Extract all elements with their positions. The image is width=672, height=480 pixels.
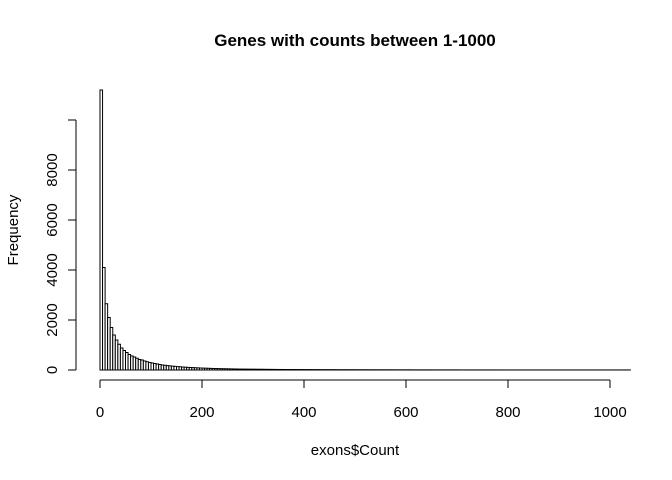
x-axis: 0 200 400 600 800 1000 [96,379,627,421]
x-axis-label: exons$Count [311,442,400,459]
y-tick-label: 4000 [44,253,61,286]
y-tick-label: 2000 [44,303,61,336]
histogram-bar [99,89,104,371]
y-axis-label: Frequency [5,194,22,265]
y-tick-label: 0 [44,366,61,374]
y-tick-label: 8000 [44,153,61,186]
y-axis: 0 2000 4000 6000 8000 [44,119,77,374]
x-tick-label: 200 [189,404,214,421]
x-tick-label: 0 [96,404,104,421]
histogram-bars [99,89,631,371]
y-tick-label: 6000 [44,203,61,236]
chart-title: Genes with counts between 1-1000 [214,31,496,50]
x-tick-label: 1000 [593,404,626,421]
x-tick-label: 400 [291,404,316,421]
x-tick-label: 800 [495,404,520,421]
x-tick-label: 600 [393,404,418,421]
